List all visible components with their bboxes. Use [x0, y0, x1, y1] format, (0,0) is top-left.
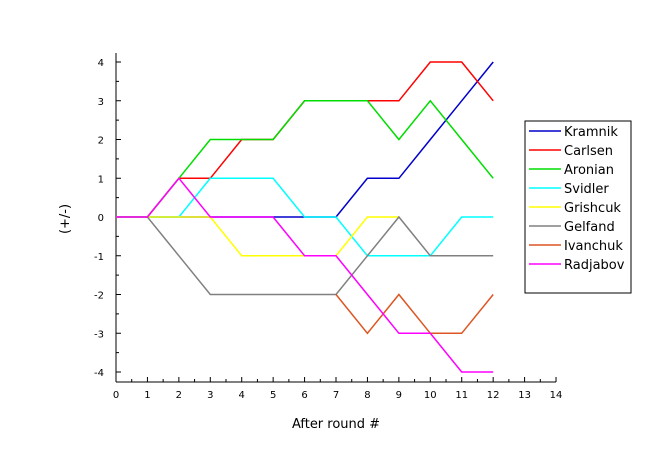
x-tick-label: 8 — [364, 390, 370, 401]
x-tick-label: 6 — [301, 390, 307, 401]
y-tick-label: 1 — [98, 174, 104, 185]
legend-label-radjabov: Radjabov — [564, 258, 625, 273]
x-tick-label: 10 — [424, 390, 437, 401]
x-tick-label: 0 — [113, 390, 119, 401]
legend-label-svidler: Svidler — [564, 182, 609, 197]
series-line-ivanchuk — [335, 293, 494, 335]
x-tick-label: 3 — [207, 390, 213, 401]
y-tick-label: -1 — [94, 252, 104, 263]
y-tick-label: 2 — [98, 136, 104, 147]
series-line-radjabov — [116, 177, 494, 373]
x-tick-label: 5 — [270, 390, 276, 401]
series-lines — [116, 61, 494, 373]
legend-label-ivanchuk: Ivanchuk — [564, 239, 623, 254]
legend-label-grishcuk: Grishcuk — [564, 201, 621, 216]
series-line-carlsen — [116, 61, 494, 218]
y-tick-label: 0 — [98, 213, 104, 224]
y-axis-label: (+/-) — [58, 204, 73, 234]
x-tick-label: 14 — [550, 390, 563, 401]
legend-label-aronian: Aronian — [564, 163, 614, 178]
series-line-gelfand — [116, 215, 494, 296]
series-line-grishcuk — [116, 216, 399, 257]
y-tick-label: -2 — [94, 291, 104, 302]
x-tick-label: 13 — [518, 390, 531, 401]
y-tick-label: 3 — [98, 97, 104, 108]
legend-label-gelfand: Gelfand — [564, 220, 615, 235]
x-tick-label: 9 — [396, 390, 402, 401]
legend-label-carlsen: Carlsen — [564, 144, 613, 159]
legend-label-kramnik: Kramnik — [564, 125, 618, 140]
x-tick-label: 12 — [487, 390, 500, 401]
x-tick-label: 11 — [455, 390, 468, 401]
x-tick-label: 1 — [144, 390, 150, 401]
x-tick-label: 2 — [176, 390, 182, 401]
series-line-aronian — [116, 99, 494, 218]
y-tick-label: 4 — [98, 58, 104, 69]
x-tick-label: 7 — [333, 390, 339, 401]
y-tick-label: -3 — [94, 329, 104, 340]
x-tick-label: 4 — [239, 390, 245, 401]
legend: Kramnik Carlsen Aronian Svidler Grishcuk Gelf… — [524, 120, 632, 294]
series-line-kramnik — [116, 61, 494, 218]
x-axis-label: After round # — [292, 417, 380, 432]
y-tick-label: -4 — [94, 368, 104, 379]
